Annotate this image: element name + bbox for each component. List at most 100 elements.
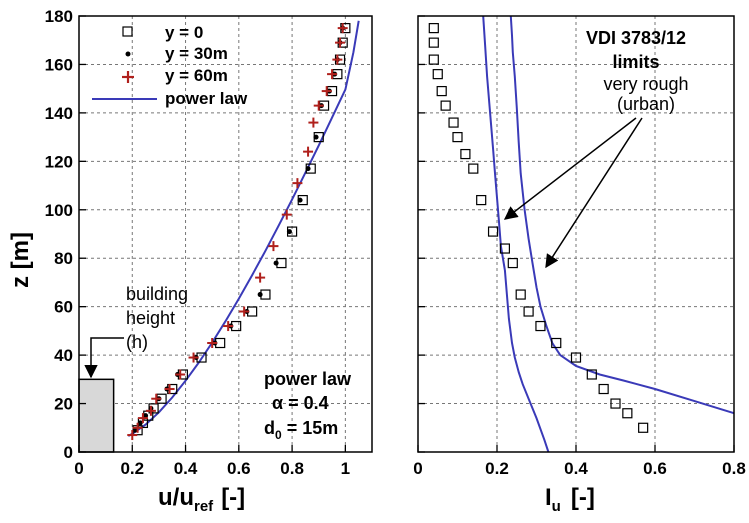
left-plus-marker (151, 393, 162, 404)
legend-label-y60: y = 60m (165, 66, 228, 85)
left-dot-marker (273, 260, 279, 266)
left-plus-marker (145, 405, 156, 416)
power-law-params-d0: d0 = 15m (264, 418, 338, 442)
d0-value: = 15m (282, 418, 339, 438)
right-xtick-label: 0.4 (564, 459, 588, 478)
power-law-params-alpha: α = 0.4 (272, 393, 329, 413)
vdi-arrow-upper (545, 117, 643, 269)
left-plus-marker (335, 37, 346, 48)
right-square-marker (515, 289, 526, 300)
legend-label-y0: y = 0 (165, 23, 203, 42)
right-square-marker (436, 85, 447, 97)
building-label-line1: building (126, 284, 188, 304)
left-xtick-label: 0 (74, 459, 83, 478)
power-law-params-title: power law (264, 369, 352, 389)
right-square-marker (598, 383, 609, 395)
left-plus-marker (281, 209, 292, 220)
right-square-marker (638, 422, 649, 433)
right-panel: 0 0.2 0.4 0.6 0.8 VDI 3783/12 limits very ro… (413, 15, 746, 515)
legend-label-powerlaw: power law (165, 89, 248, 108)
vdi-title-line2: limits (612, 52, 659, 72)
legend-square-marker (122, 26, 133, 37)
right-square-marker (468, 163, 479, 174)
left-dot-marker (297, 197, 303, 203)
right-square-marker (586, 369, 597, 380)
left-ytick-label: 120 (45, 152, 73, 171)
right-xtick-label: 0 (413, 459, 422, 478)
left-dot-marker (132, 427, 138, 433)
left-plus-marker (132, 422, 143, 433)
left-dot-marker (313, 134, 319, 140)
right-xlabel-unit: [-] (571, 484, 595, 511)
right-square-marker (452, 132, 463, 143)
left-xlabel-sub: ref (194, 498, 214, 515)
right-square-marker (622, 408, 633, 419)
right-square-marker (428, 23, 439, 34)
right-square-marker (610, 398, 621, 409)
left-plus-marker (303, 146, 314, 157)
left-plus-marker (337, 23, 348, 34)
right-xtick-label: 0.2 (485, 459, 509, 478)
vdi-title-line1: VDI 3783/12 (586, 28, 686, 48)
right-xtick-label: 0.8 (722, 459, 746, 478)
right-square-marker (570, 352, 582, 363)
right-square-marker (476, 194, 487, 206)
right-xtick-label: 0.6 (643, 459, 667, 478)
left-ytick-label: 80 (54, 249, 73, 268)
left-x-axis-label: u/uref [-] (158, 484, 245, 515)
building-label-line3: (h) (126, 332, 148, 352)
right-square-marker (535, 320, 546, 332)
right-square-marker (499, 243, 510, 254)
right-markers (428, 23, 649, 433)
legend-label-y30: y = 30m (165, 44, 228, 63)
left-dot-marker (143, 413, 149, 419)
right-square-marker (460, 148, 471, 160)
left-plus-marker (175, 369, 186, 380)
legend-plus-marker (122, 71, 134, 83)
left-ytick-label: 0 (64, 443, 73, 462)
vdi-note-line1: very rough (603, 74, 688, 94)
left-plus-marker (137, 413, 148, 424)
left-plus-marker (332, 54, 343, 65)
right-xlabel-sub: u (552, 498, 561, 515)
power-law-line (127, 20, 360, 437)
building-arrow (84, 337, 124, 379)
power-law-params: power law α = 0.4 d0 = 15m (264, 369, 352, 442)
left-ticks: 0 0.2 0.4 0.6 0.8 1 0 20 40 60 80 100 120 140 160 180 (45, 7, 350, 478)
left-plus-marker (127, 430, 138, 441)
left-ytick-label: 100 (45, 201, 73, 220)
right-square-marker (551, 337, 562, 349)
left-xtick-label: 0.6 (227, 459, 251, 478)
left-xtick-label: 0.4 (174, 459, 198, 478)
legend: y = 0 y = 30m y = 60m power law (92, 23, 248, 108)
left-plus-marker (164, 384, 175, 395)
left-dot-marker (305, 166, 311, 172)
left-plus-marker (321, 86, 332, 97)
left-dot-marker (286, 229, 292, 235)
left-dot-marker (137, 420, 143, 426)
right-square-marker (507, 257, 518, 269)
left-plus-marker (188, 352, 199, 363)
left-markers (127, 23, 351, 441)
left-ytick-label: 180 (45, 7, 73, 26)
building-annotation: building height (h) (84, 284, 188, 379)
building-block (78, 378, 115, 453)
right-square-marker (487, 226, 499, 237)
d0-main: d (264, 418, 275, 438)
y-axis-label: z [m] (7, 232, 34, 288)
left-plus-marker (255, 272, 266, 283)
right-x-axis-label: Iu [-] (545, 484, 595, 515)
left-panel: 0 0.2 0.4 0.6 0.8 1 0 20 40 60 80 100 120 140 160 180 y… (7, 7, 373, 515)
left-xtick-label: 0.2 (120, 459, 144, 478)
left-plus-marker (327, 69, 338, 80)
right-ticks: 0 0.2 0.4 0.6 0.8 (413, 15, 746, 478)
left-xlabel-unit: [-] (221, 484, 245, 511)
d0-subscript: 0 (275, 428, 282, 442)
lower-limit-line (482, 15, 550, 453)
right-xlabel-main: I (545, 484, 552, 511)
left-ytick-label: 160 (45, 55, 73, 74)
upper-limit-line (509, 15, 735, 415)
left-plus-marker (292, 178, 303, 189)
left-plus-marker (313, 100, 324, 111)
